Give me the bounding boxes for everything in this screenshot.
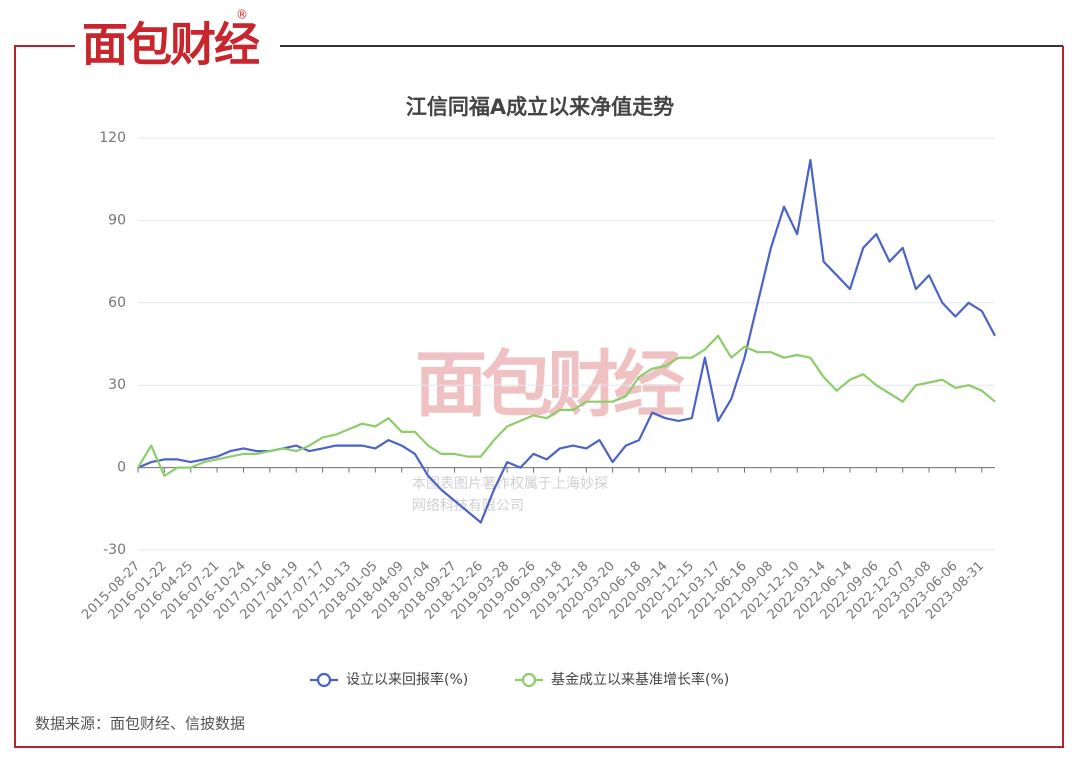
series-line bbox=[137, 334, 996, 477]
y-tick-label: 120 bbox=[99, 130, 126, 146]
watermark: 面包财经 本图表图片著作权属于上海妙探 网络科技有限公司 bbox=[412, 343, 691, 514]
legend-label: 设立以来回报率(%) bbox=[346, 671, 468, 688]
series-line bbox=[137, 158, 996, 524]
brand-logo: 面包财经 bbox=[82, 18, 260, 72]
legend-marker bbox=[521, 672, 537, 688]
brand-mark: ® bbox=[236, 8, 248, 22]
source-note: 数据来源：面包财经、信披数据 bbox=[35, 715, 245, 733]
y-tick-label: 0 bbox=[117, 460, 126, 476]
y-tick-label: -30 bbox=[103, 542, 126, 558]
frame bbox=[14, 45, 1064, 748]
y-tick-label: 30 bbox=[108, 377, 126, 393]
watermark-logo: 面包财经 bbox=[415, 343, 685, 427]
legend-label: 基金成立以来基准增长率(%) bbox=[551, 671, 729, 688]
y-tick-label: 90 bbox=[108, 212, 126, 228]
watermark-text: 网络科技有限公司 bbox=[412, 498, 524, 514]
legend-marker bbox=[316, 672, 332, 688]
watermark-text: 本图表图片著作权属于上海妙探 bbox=[412, 476, 608, 492]
chart-title: 江信同福A成立以来净值走势 bbox=[406, 95, 674, 119]
y-tick-label: 60 bbox=[108, 295, 126, 311]
